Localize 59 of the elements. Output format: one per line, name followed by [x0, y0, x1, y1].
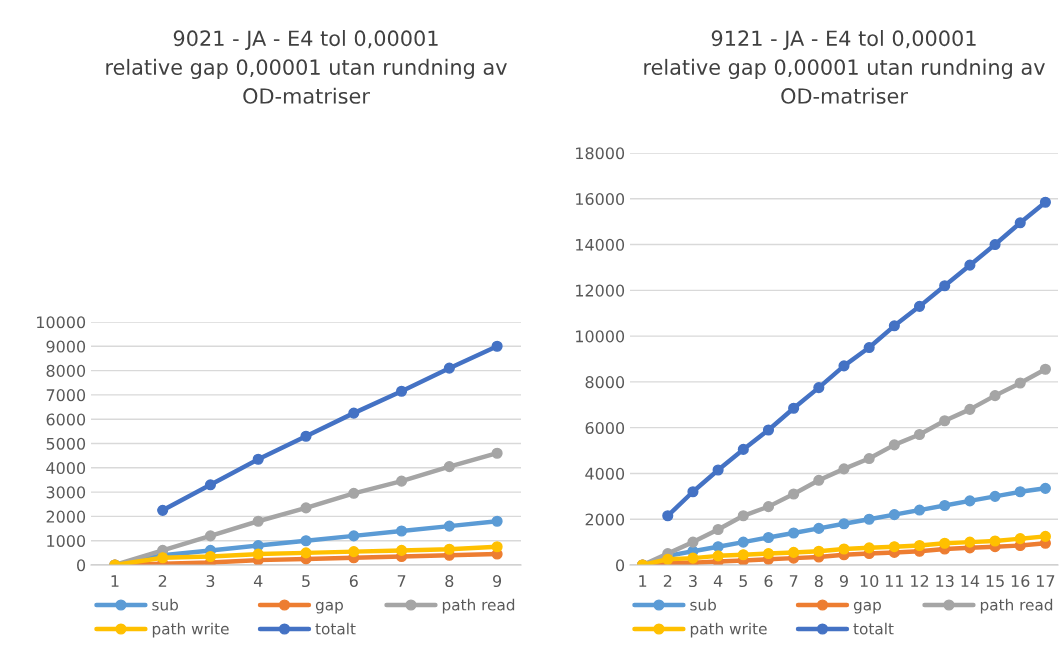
- x-tick-label: 3: [689, 575, 697, 588]
- chart-title: 9121 - JA - E4 tol 0,00001 relative gap 0,00001 utan rundning av OD-matriser: [644, 30, 1045, 104]
- legend-label: totalt: [315, 622, 356, 635]
- x-tick-label: 13: [936, 575, 954, 588]
- x-tick-label: 16: [1011, 575, 1030, 588]
- x-tick-label: 8: [814, 575, 823, 588]
- x-tick-label: 2: [663, 575, 672, 587]
- legend-label: path write: [152, 622, 229, 638]
- x-tick-label: 14: [961, 575, 980, 587]
- legend-label: path read: [442, 598, 515, 614]
- legend-label: sub: [152, 598, 178, 611]
- x-tick-label: 6: [764, 575, 773, 588]
- y-tick-label: 0: [616, 559, 625, 572]
- y-tick-label: 4000: [585, 467, 625, 480]
- x-tick-label: 8: [445, 575, 454, 588]
- chart-title: 9021 - JA - E4 tol 0,00001 relative gap 0,00001 utan rundning av OD-matriser: [106, 30, 507, 104]
- y-tick-label: 6000: [585, 421, 625, 434]
- x-tick-label: 17: [1037, 575, 1055, 587]
- x-tick-label: 4: [713, 575, 723, 587]
- y-tick-label: 7000: [46, 389, 86, 402]
- legend-label: path read: [980, 598, 1053, 614]
- x-tick-label: 11: [885, 575, 904, 587]
- y-tick-label: 18000: [576, 147, 625, 160]
- x-tick-label: 5: [739, 575, 747, 588]
- y-tick-label: 5000: [46, 437, 86, 450]
- legend-label: totalt: [853, 622, 894, 635]
- y-tick-label: 9000: [46, 340, 86, 353]
- legend-label: gap: [853, 601, 881, 614]
- x-tick-label: 9: [493, 575, 502, 588]
- y-tick-label: 10000: [37, 316, 86, 329]
- x-tick-label: 6: [349, 575, 358, 588]
- y-tick-label: 6000: [46, 413, 86, 426]
- x-tick-label: 3: [206, 575, 215, 588]
- x-tick-label: 1: [111, 575, 119, 587]
- y-tick-label: 10000: [576, 330, 625, 343]
- x-tick-label: 12: [911, 575, 929, 587]
- y-tick-label: 2000: [585, 513, 625, 526]
- legend-label: sub: [690, 598, 716, 611]
- y-tick-label: 14000: [576, 238, 625, 251]
- x-tick-label: 7: [789, 575, 798, 587]
- x-tick-label: 1: [639, 575, 647, 587]
- x-tick-label: 2: [158, 575, 167, 587]
- x-tick-label: 5: [302, 575, 310, 588]
- legend-label: path write: [690, 622, 767, 638]
- x-tick-label: 4: [253, 575, 263, 587]
- y-tick-label: 2000: [46, 510, 86, 523]
- y-tick-label: 3000: [46, 486, 86, 499]
- y-tick-label: 8000: [585, 376, 625, 389]
- x-tick-label: 15: [986, 575, 1004, 588]
- x-tick-label: 7: [397, 575, 406, 587]
- legend-label: gap: [315, 601, 343, 614]
- y-tick-label: 8000: [46, 364, 86, 377]
- y-tick-label: 4000: [46, 462, 86, 475]
- x-tick-label: 10: [860, 575, 879, 588]
- y-tick-label: 1000: [47, 534, 86, 547]
- x-tick-label: 9: [839, 575, 848, 588]
- y-tick-label: 0: [77, 559, 86, 572]
- y-tick-label: 16000: [576, 192, 625, 206]
- y-tick-label: 12000: [576, 284, 625, 297]
